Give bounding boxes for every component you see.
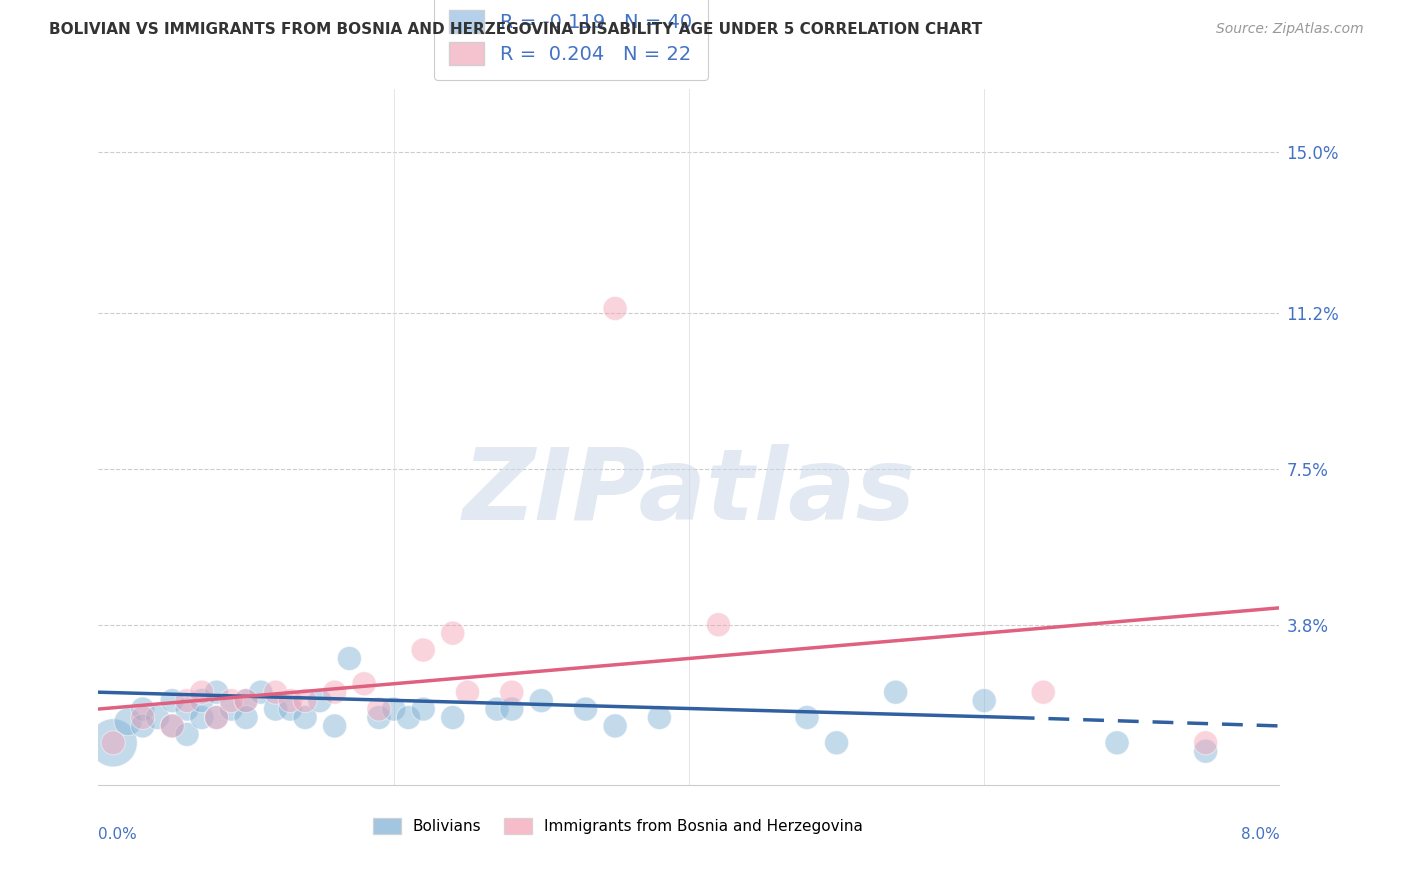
Point: [294, 710, 316, 724]
Point: [162, 719, 183, 733]
Point: [1195, 736, 1218, 750]
Point: [530, 693, 553, 707]
Point: [176, 693, 198, 707]
Point: [191, 710, 214, 724]
Point: [605, 719, 627, 733]
Point: [1032, 685, 1054, 699]
Point: [132, 719, 155, 733]
Point: [353, 677, 375, 691]
Legend: Bolivians, Immigrants from Bosnia and Herzegovina: Bolivians, Immigrants from Bosnia and He…: [367, 812, 869, 840]
Point: [176, 702, 198, 716]
Point: [575, 702, 598, 716]
Point: [205, 710, 228, 724]
Point: [501, 685, 523, 699]
Point: [323, 719, 346, 733]
Point: [501, 702, 523, 716]
Text: 0.0%: 0.0%: [98, 827, 138, 842]
Point: [221, 693, 243, 707]
Text: 8.0%: 8.0%: [1240, 827, 1279, 842]
Point: [382, 702, 405, 716]
Point: [132, 702, 155, 716]
Point: [973, 693, 995, 707]
Point: [221, 702, 243, 716]
Point: [191, 685, 214, 699]
Point: [235, 710, 257, 724]
Point: [368, 710, 391, 724]
Point: [294, 693, 316, 707]
Point: [398, 710, 420, 724]
Point: [339, 651, 361, 665]
Point: [486, 702, 509, 716]
Point: [103, 736, 125, 750]
Point: [132, 710, 155, 724]
Point: [280, 693, 302, 707]
Point: [1107, 736, 1129, 750]
Point: [205, 685, 228, 699]
Point: [412, 702, 434, 716]
Point: [235, 693, 257, 707]
Point: [441, 710, 464, 724]
Point: [191, 693, 214, 707]
Text: BOLIVIAN VS IMMIGRANTS FROM BOSNIA AND HERZEGOVINA DISABILITY AGE UNDER 5 CORREL: BOLIVIAN VS IMMIGRANTS FROM BOSNIA AND H…: [49, 22, 983, 37]
Point: [162, 693, 183, 707]
Point: [605, 301, 627, 316]
Point: [457, 685, 479, 699]
Point: [176, 727, 198, 741]
Point: [146, 710, 169, 724]
Point: [235, 693, 257, 707]
Point: [162, 719, 183, 733]
Point: [309, 693, 332, 707]
Point: [280, 702, 302, 716]
Point: [368, 702, 391, 716]
Point: [264, 685, 287, 699]
Point: [1195, 744, 1218, 758]
Point: [884, 685, 907, 699]
Point: [117, 714, 139, 729]
Point: [825, 736, 848, 750]
Point: [103, 736, 125, 750]
Point: [205, 710, 228, 724]
Point: [707, 617, 730, 632]
Point: [412, 643, 434, 657]
Point: [323, 685, 346, 699]
Point: [441, 626, 464, 640]
Text: ZIPatlas: ZIPatlas: [463, 444, 915, 541]
Text: Source: ZipAtlas.com: Source: ZipAtlas.com: [1216, 22, 1364, 37]
Point: [264, 702, 287, 716]
Point: [648, 710, 671, 724]
Point: [796, 710, 818, 724]
Point: [250, 685, 273, 699]
